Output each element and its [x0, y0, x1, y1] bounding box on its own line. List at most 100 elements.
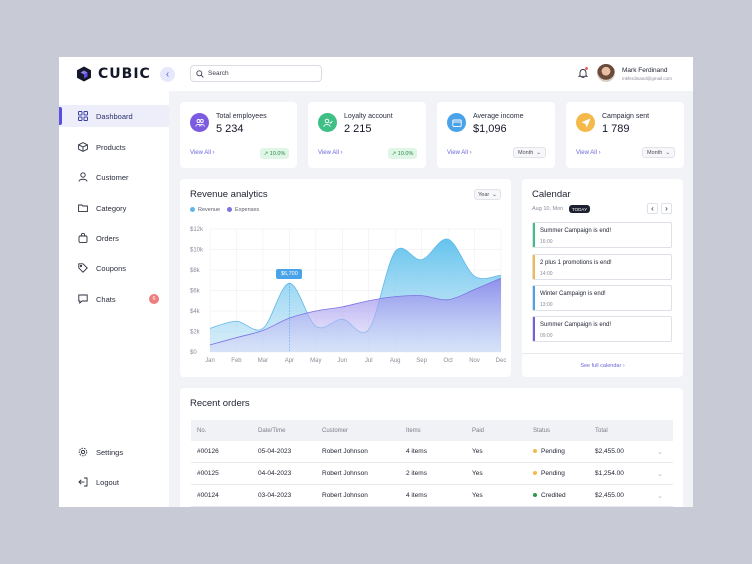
chart-legend: Revenue Expenses: [190, 207, 259, 213]
column-header: Items: [406, 427, 421, 434]
sidebar-item-label: Dashboard: [96, 111, 133, 121]
sidebar-item-orders[interactable]: Orders: [59, 227, 169, 249]
calendar-event[interactable]: 2 plus 1 promotions is end! 14:00: [532, 254, 672, 280]
chevron-down-icon[interactable]: ⌄: [657, 492, 663, 500]
view-all-link[interactable]: View All ›: [576, 150, 601, 156]
sidebar-item-dashboard[interactable]: Dashboard: [59, 105, 169, 127]
sidebar-item-logout[interactable]: Logout: [59, 471, 169, 493]
view-all-label: View All: [190, 150, 211, 156]
sidebar: CUBIC Dashboard Products Customer Catego…: [59, 57, 169, 507]
y-tick-label: $2k: [190, 330, 201, 336]
view-all-link[interactable]: View All ›: [318, 150, 343, 156]
search-input[interactable]: Search: [190, 65, 322, 82]
table-header: No. Date/Time Customer Items Paid Status…: [191, 420, 673, 441]
calendar-event[interactable]: Winter Campaign is end! 13:00: [532, 285, 672, 311]
table-row[interactable]: #00126 05-04-2023 Robert Johnson 4 items…: [191, 441, 673, 463]
logout-icon: [78, 477, 88, 487]
grid-icon: [78, 111, 88, 121]
sidebar-item-chats[interactable]: Chats 6: [59, 288, 169, 310]
column-header: Total: [595, 427, 608, 434]
calendar-prev-button[interactable]: ‹: [647, 203, 658, 214]
calendar-date: Aug 10, Mon: [532, 206, 564, 212]
cube-logo-icon: [77, 66, 91, 82]
status-label: Credited: [541, 492, 566, 499]
order-status: Pending: [533, 470, 565, 477]
chevron-right-icon: ›: [340, 150, 343, 156]
sidebar-item-coupons[interactable]: Coupons: [59, 257, 169, 279]
topbar: Search Mark Ferdinand mkferdinand@gmail.…: [169, 57, 693, 91]
event-color-bar: [533, 317, 535, 341]
view-all-label: View All: [447, 150, 468, 156]
y-tick-label: $10k: [190, 248, 204, 254]
column-header: Date/Time: [258, 427, 286, 434]
legend-label: Revenue: [198, 207, 221, 213]
period-select-value: Month: [647, 149, 663, 156]
card-title: Recent orders: [190, 398, 250, 409]
order-date: 03-04-2023: [258, 492, 292, 499]
sidebar-item-products[interactable]: Products: [59, 136, 169, 158]
trend-up-icon: ↗: [391, 150, 397, 157]
view-all-link[interactable]: View All ›: [190, 150, 215, 156]
see-full-calendar-link[interactable]: See full calendar ›: [522, 363, 683, 369]
period-select[interactable]: Month ⌄: [642, 147, 675, 158]
view-all-link[interactable]: View All ›: [447, 150, 472, 156]
sidebar-item-label: Chats: [96, 294, 116, 304]
status-label: Pending: [541, 448, 565, 455]
order-number: #00126: [197, 448, 219, 455]
calendar-event[interactable]: Summer Campaign is end! 09:00: [532, 316, 672, 342]
column-header: Paid: [472, 427, 485, 434]
x-tick-label: Jun: [337, 358, 347, 364]
stat-value: $1,096: [473, 123, 507, 135]
order-items: 2 items: [406, 470, 427, 477]
chevron-down-icon[interactable]: ⌄: [657, 448, 663, 456]
x-tick-label: Jan: [205, 358, 215, 364]
column-header: Status: [533, 427, 551, 434]
gear-icon: [78, 447, 88, 457]
y-tick-label: $12k: [190, 227, 204, 233]
year-select-value: Year: [478, 191, 490, 198]
period-select[interactable]: Month ⌄: [513, 147, 546, 158]
sidebar-item-customer[interactable]: Customer: [59, 166, 169, 188]
order-customer: Robert Johnson: [322, 448, 368, 455]
chat-icon: [78, 294, 88, 304]
bell-icon[interactable]: [578, 68, 588, 78]
stat-card-income: Average income $1,096 View All › Month ⌄: [437, 102, 555, 168]
trend-value: 10.0%: [397, 150, 414, 157]
box-icon: [78, 142, 88, 152]
user-check-icon: [318, 113, 337, 132]
table-row[interactable]: #00125 04-04-2023 Robert Johnson 2 items…: [191, 463, 673, 485]
chevron-right-icon: ›: [598, 150, 601, 156]
event-title: Summer Campaign is end!: [540, 228, 612, 234]
event-time: 14:00: [540, 271, 553, 277]
sidebar-item-label: Settings: [96, 447, 124, 457]
sidebar-item-settings[interactable]: Settings: [59, 441, 169, 463]
legend-item-revenue: Revenue: [190, 207, 220, 213]
collapse-sidebar-button[interactable]: ‹: [160, 67, 175, 82]
orders-table: No. Date/Time Customer Items Paid Status…: [191, 420, 673, 507]
year-select[interactable]: Year ⌄: [474, 189, 501, 200]
card-title: Revenue analytics: [190, 189, 268, 200]
chevron-down-icon[interactable]: ⌄: [657, 470, 663, 478]
search-placeholder: Search: [208, 70, 229, 77]
sidebar-item-label: Products: [96, 142, 126, 152]
user-name: Mark Ferdinand: [622, 67, 668, 74]
avatar[interactable]: [597, 64, 615, 82]
legend-label: Expenses: [235, 207, 260, 213]
view-all-label: View All: [576, 150, 597, 156]
chevron-down-icon: ⌄: [536, 149, 541, 156]
calendar-event[interactable]: Summer Campaign is end! 16:00: [532, 222, 672, 248]
sidebar-item-category[interactable]: Category: [59, 197, 169, 219]
x-tick-label: Aug: [390, 358, 401, 364]
users-icon: [190, 113, 209, 132]
status-dot: [533, 471, 537, 476]
x-tick-label: Feb: [231, 358, 242, 364]
order-date: 05-04-2023: [258, 448, 292, 455]
chevron-right-icon: ›: [469, 150, 472, 156]
revenue-analytics-card: Revenue analytics Year ⌄ Revenue Expenses…: [180, 179, 511, 377]
order-date: 04-04-2023: [258, 470, 292, 477]
stat-label: Loyalty account: [344, 113, 393, 120]
x-tick-label: Jul: [365, 358, 373, 364]
calendar-next-button[interactable]: ›: [661, 203, 672, 214]
brand-logo[interactable]: CUBIC: [76, 66, 151, 82]
table-row[interactable]: #00124 03-04-2023 Robert Johnson 4 items…: [191, 485, 673, 507]
